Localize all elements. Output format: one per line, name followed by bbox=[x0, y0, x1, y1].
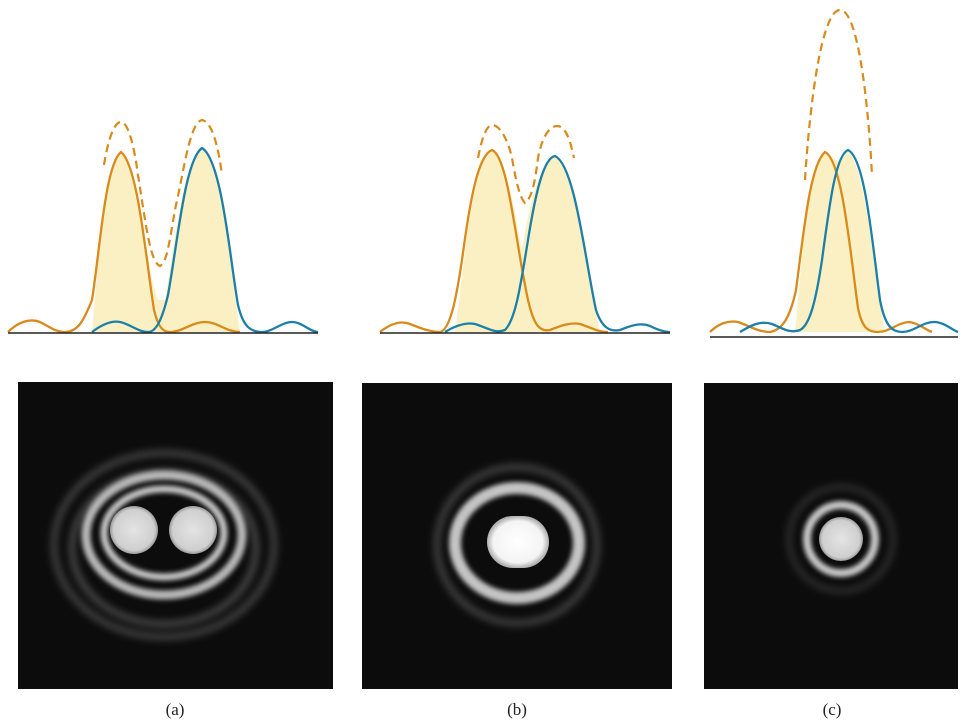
panel-label-c: (c) bbox=[822, 700, 842, 719]
source-2-curve-a bbox=[91, 146, 319, 334]
diffraction-image-c bbox=[704, 383, 958, 689]
diffraction-disk-right bbox=[169, 506, 217, 554]
source-1-curve-c bbox=[709, 150, 933, 334]
intensity-profile-a bbox=[7, 118, 319, 334]
sum-dashed-curve-b bbox=[476, 123, 576, 205]
source-2-curve-b bbox=[444, 154, 671, 334]
diffraction-disk-merged bbox=[487, 516, 549, 568]
panel-label-b: (b) bbox=[507, 700, 527, 719]
diffraction-disk-left bbox=[110, 506, 158, 554]
diffraction-disk-single bbox=[819, 517, 863, 561]
sum-dashed-curve-c bbox=[803, 8, 874, 181]
sum-dashed-curve-a bbox=[102, 118, 224, 268]
source-1-curve-a bbox=[7, 150, 241, 334]
source-1-curve-b bbox=[379, 148, 609, 334]
source-2-curve-c bbox=[739, 148, 959, 334]
panel-label-a: (a) bbox=[165, 700, 185, 719]
diffraction-image-a bbox=[18, 382, 333, 689]
overlap-fill-a bbox=[92, 148, 240, 332]
diffraction-image-b bbox=[362, 383, 672, 689]
intensity-profile-b bbox=[379, 123, 671, 334]
intensity-profile-c bbox=[709, 8, 959, 338]
